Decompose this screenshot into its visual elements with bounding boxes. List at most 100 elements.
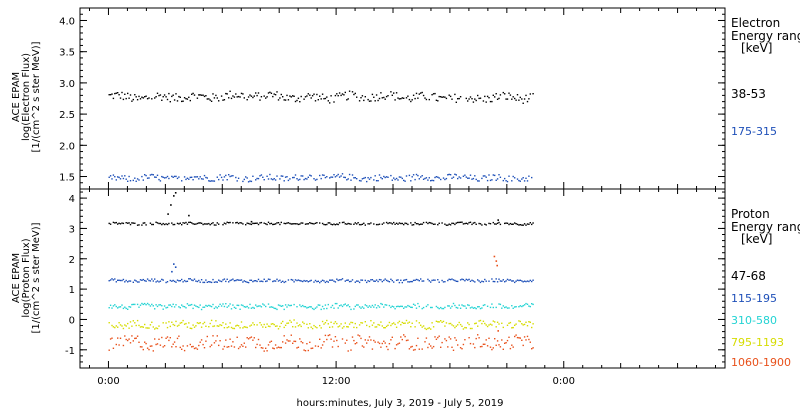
electron-point xyxy=(239,96,241,98)
electron-panel: 1.52.02.53.03.54.0 ACE EPAM log(Electron… xyxy=(11,7,800,190)
proton-point xyxy=(307,223,309,225)
proton-point xyxy=(334,336,337,338)
proton-point xyxy=(512,223,514,225)
proton-point xyxy=(232,278,234,280)
electron-point xyxy=(142,97,144,99)
proton-point xyxy=(384,342,386,344)
electron-point xyxy=(287,179,290,182)
proton-point xyxy=(526,335,529,338)
proton-point xyxy=(367,306,369,308)
proton-point xyxy=(341,221,344,224)
proton-point xyxy=(501,339,503,341)
proton-point xyxy=(172,343,174,345)
proton-point xyxy=(313,281,315,283)
proton-point xyxy=(306,280,308,282)
electron-point xyxy=(125,97,127,100)
electron-point xyxy=(117,92,119,94)
proton-point xyxy=(354,305,356,308)
proton-point xyxy=(431,306,433,309)
electron-point xyxy=(172,176,174,178)
proton-point xyxy=(377,223,379,226)
proton-point xyxy=(356,223,358,225)
proton-point xyxy=(485,224,487,226)
electron-point xyxy=(428,177,430,179)
electron-point xyxy=(293,95,295,97)
proton-point xyxy=(522,281,524,283)
proton-point xyxy=(128,327,130,329)
proton-point xyxy=(397,305,399,307)
electron-point xyxy=(189,176,191,179)
proton-point xyxy=(344,223,346,225)
proton-point xyxy=(405,319,408,322)
proton-point xyxy=(405,222,408,225)
proton-point xyxy=(391,305,393,307)
proton-point xyxy=(324,304,327,306)
proton-point xyxy=(523,280,526,282)
proton-point xyxy=(131,303,133,306)
proton-point xyxy=(183,279,186,282)
proton-point xyxy=(380,321,382,323)
proton-point xyxy=(292,326,294,328)
proton-point xyxy=(212,278,214,281)
electron-point xyxy=(246,177,248,179)
proton-point xyxy=(218,344,220,347)
electron-legend-38-53: 38-53 xyxy=(731,87,766,101)
proton-point xyxy=(282,280,284,282)
electron-point xyxy=(250,95,253,97)
proton-point xyxy=(451,346,453,348)
proton-point xyxy=(457,344,459,346)
proton-point xyxy=(294,279,297,281)
proton-point xyxy=(454,326,456,329)
proton-point xyxy=(225,339,227,341)
electron-point xyxy=(202,94,204,96)
proton-point xyxy=(141,326,143,328)
proton-point xyxy=(344,322,346,324)
electron-point xyxy=(431,94,433,96)
proton-point xyxy=(398,222,401,224)
proton-point xyxy=(327,222,329,224)
proton-point xyxy=(172,303,174,305)
proton-point xyxy=(218,305,220,308)
electron-point xyxy=(208,98,210,100)
electron-point xyxy=(374,175,376,177)
proton-point xyxy=(199,304,201,306)
proton-point xyxy=(499,346,502,348)
proton-point xyxy=(316,280,318,283)
electron-point xyxy=(457,98,459,100)
proton-point xyxy=(188,322,190,324)
proton-point xyxy=(412,349,415,351)
electron-point xyxy=(346,99,348,101)
proton-point xyxy=(209,224,211,226)
proton-point xyxy=(111,307,113,309)
proton-point xyxy=(209,345,211,348)
proton-point xyxy=(465,307,467,309)
proton-point xyxy=(532,303,534,306)
electron-point xyxy=(528,175,530,177)
electron-point xyxy=(136,178,139,180)
proton-point xyxy=(132,340,134,342)
proton-legend-unit: [keV] xyxy=(741,232,772,246)
proton-point xyxy=(196,306,199,308)
proton-point xyxy=(428,280,430,282)
proton-point xyxy=(139,304,142,306)
electron-point xyxy=(266,175,268,177)
electron-point xyxy=(246,99,248,101)
proton-point xyxy=(340,279,342,281)
proton-point xyxy=(430,222,432,224)
proton-point xyxy=(521,323,523,325)
proton-point xyxy=(209,322,211,325)
proton-point xyxy=(300,222,302,224)
proton-point xyxy=(395,326,398,328)
proton-point xyxy=(166,326,169,329)
proton-point xyxy=(418,322,420,324)
proton-point xyxy=(375,223,378,226)
proton-point xyxy=(141,279,143,281)
proton-point xyxy=(459,221,462,223)
proton-point xyxy=(366,281,368,284)
proton-point xyxy=(415,344,418,347)
proton-point xyxy=(400,279,402,281)
proton-point xyxy=(388,281,391,283)
electron-point xyxy=(136,99,139,101)
proton-point xyxy=(377,323,379,326)
proton-point xyxy=(270,340,273,342)
